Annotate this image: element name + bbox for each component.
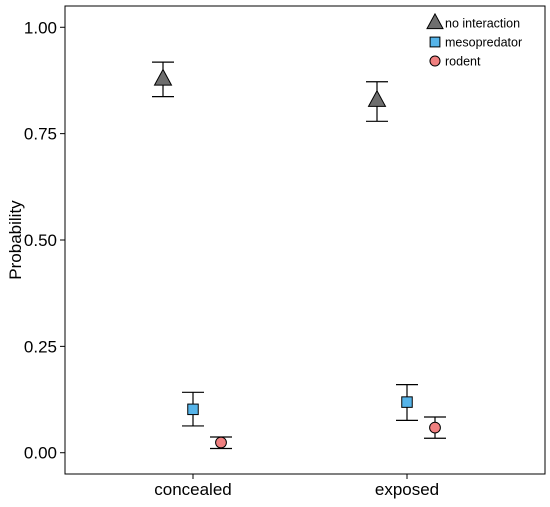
y-axis: 0.00 0.25 0.50 0.75 1.00	[24, 18, 65, 463]
y-axis-title: Probability	[6, 200, 25, 280]
y-tick-label: 0.75	[24, 125, 57, 144]
data-point-square	[401, 396, 413, 408]
y-tick-label: 0.25	[24, 337, 57, 356]
data-point-circle	[429, 421, 441, 434]
plot-panel	[64, 5, 546, 475]
y-tick-label: 0.50	[24, 231, 57, 250]
data-point-triangle	[367, 89, 387, 107]
legend-key-triangle	[426, 12, 444, 30]
x-tick-label: concealed	[154, 480, 232, 499]
x-axis: concealed exposed	[154, 474, 439, 499]
data-point-square	[187, 403, 199, 416]
legend-label: rodent	[445, 55, 481, 69]
data-marks	[152, 61, 446, 450]
legend-key-circle	[429, 55, 441, 67]
data-point-circle	[215, 436, 227, 449]
data-point-triangle	[153, 68, 173, 86]
x-tick-label: exposed	[375, 480, 439, 499]
legend-label: no interaction	[445, 17, 520, 31]
y-tick-label: 0.00	[24, 444, 57, 463]
legend-label: mesopredator	[445, 36, 522, 50]
y-tick-label: 1.00	[24, 18, 57, 37]
legend-key-square	[429, 36, 441, 48]
legend: no interaction mesopredator rodent	[426, 12, 522, 69]
